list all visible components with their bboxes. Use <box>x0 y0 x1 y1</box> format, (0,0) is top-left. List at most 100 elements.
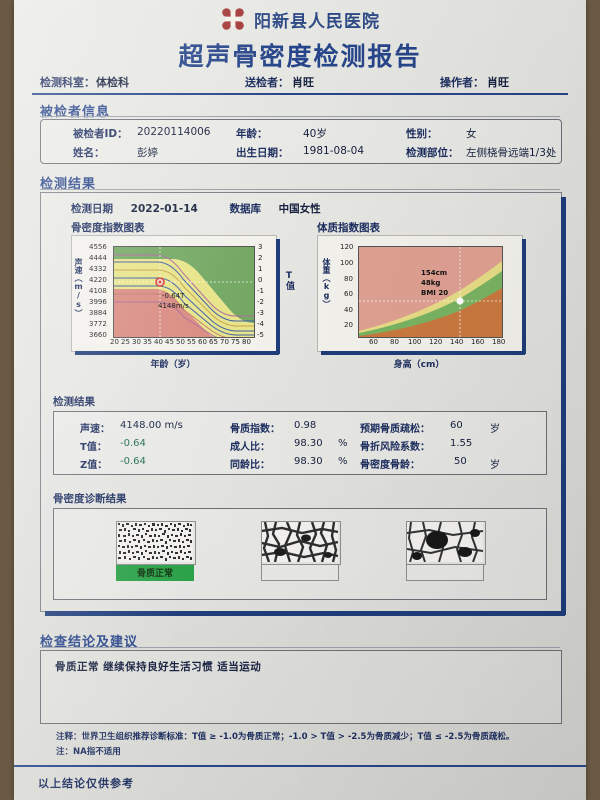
bmi-chart-caption: 体质指数图表 <box>317 222 380 234</box>
patient-name-label: 姓名： <box>73 147 105 159</box>
page-title: 超声骨密度检测报告 <box>178 42 422 71</box>
bone-texture-osteoporosis <box>406 521 486 565</box>
bmi-xtick: 140 <box>450 338 464 346</box>
bmi-marker-height: 154cm <box>421 269 448 277</box>
bone-caption-osteoporosis <box>406 565 484 581</box>
patient-id-label: 被检者ID： <box>73 128 128 140</box>
exam-meta-row: 检测日期 2022-01-14 数据库 中国女性 <box>71 201 321 216</box>
patient-id-value: 20220114006 <box>137 126 211 138</box>
footnote-na: 注：NA指不适用 <box>56 747 121 757</box>
bone-age-value: 50 <box>454 456 467 467</box>
exam-date-value: 2022-01-14 <box>130 203 198 215</box>
fracture-risk-value: 1.55 <box>450 438 473 449</box>
bmd-y2-axis-label: T值 <box>284 271 294 290</box>
sender-label: 送检者： <box>245 76 289 89</box>
sos-label: 声速： <box>80 424 110 435</box>
bmd-xtick: 70 <box>220 338 229 346</box>
bmd-ytick: 4108 <box>89 287 107 295</box>
sender-value: 肖旺 <box>292 76 314 89</box>
bmd-ytick: 3660 <box>89 331 107 339</box>
header-meta-row: 检测科室： 体检科 送检者： 肖旺 操作者： 肖旺 <box>40 74 560 92</box>
patient-section-rule <box>40 116 560 117</box>
bmi-marker-weight: 48kg <box>421 279 441 287</box>
bmi-ytick: 120 <box>340 243 354 251</box>
bmi-marker-bmi: BMI 20 <box>421 289 449 297</box>
bone-texture-normal <box>116 521 196 565</box>
hospital-identity: 阳新县人民医院 <box>220 6 380 32</box>
bmd-ytick: 4556 <box>89 243 107 251</box>
bmd-y2tick: 1 <box>258 265 263 273</box>
adult-ratio-label: 成人比： <box>230 442 270 453</box>
operator-label: 操作者： <box>440 76 484 89</box>
patient-info-box: 被检者ID： 20220114006 年龄： 40岁 性别： 女 姓名： 彭婷 … <box>40 119 562 164</box>
bmd-xtick: 40 <box>154 338 163 346</box>
bmd-xtick: 45 <box>165 338 174 346</box>
peer-ratio-label: 同龄比： <box>230 460 270 471</box>
measurements-title: 检测结果 <box>53 396 95 408</box>
expected-osteoporosis-value: 60 <box>450 420 463 431</box>
bmi-y-axis-label: 体重（kg） <box>322 258 331 308</box>
bmi-xtick: 100 <box>408 338 422 346</box>
bmi-chart-panel: 体重（kg） 120 100 80 60 40 20 154cm 48kg <box>317 235 526 355</box>
bmd-ytick: 3996 <box>89 298 107 306</box>
bmi-ytick: 80 <box>344 275 353 283</box>
bmd-xtick: 80 <box>242 338 251 346</box>
bmd-xtick: 30 <box>132 338 141 346</box>
bmd-marker-label-sos: 4148m/s <box>158 302 189 310</box>
bmd-xtick: 65 <box>209 338 218 346</box>
patient-gender-label: 性别： <box>406 128 438 140</box>
bmd-y2tick: 3 <box>258 243 263 251</box>
bmd-y2tick: -4 <box>257 320 264 328</box>
dept-value: 体检科 <box>96 76 129 89</box>
bone-image-osteopenia <box>261 521 341 581</box>
bmd-y2tick: -1 <box>257 287 264 295</box>
report-page: 阳新县人民医院 超声骨密度检测报告 检测科室： 体检科 送检者： 肖旺 操作者：… <box>14 0 586 800</box>
footer-divider <box>14 765 586 767</box>
t-value-value: -0.64 <box>120 438 146 449</box>
conclusion-box: 骨质正常 继续保持良好生活习惯 适当运动 <box>40 650 562 724</box>
patient-gender-value: 女 <box>466 128 477 140</box>
bmd-marker-label-t: -0.64T <box>162 292 185 300</box>
patient-name-value: 彭婷 <box>137 147 158 159</box>
bone-caption-normal: 骨质正常 <box>116 565 194 581</box>
patient-age-label: 年龄： <box>236 128 268 140</box>
patient-site-value: 左侧桡骨远端1/3处 <box>466 147 557 159</box>
bmi-ytick: 40 <box>344 306 353 314</box>
bone-quality-index-value: 0.98 <box>294 420 317 431</box>
bone-age-unit: 岁 <box>490 460 500 471</box>
patient-birth-value: 1981-08-04 <box>303 145 365 157</box>
bmd-xtick: 35 <box>143 338 152 346</box>
bmd-y-axis-label: 声速（m/s） <box>74 258 83 317</box>
exam-date-label: 检测日期 <box>71 203 113 215</box>
z-value-label: Z值： <box>80 460 108 471</box>
bmd-ytick: 3772 <box>89 320 107 328</box>
bmd-ytick: 4332 <box>89 265 107 273</box>
z-value-value: -0.64 <box>120 456 146 467</box>
bmd-chart-caption: 骨密度指数图表 <box>71 222 145 234</box>
measurements-box: 声速： 4148.00 m/s 骨质指数： 0.98 预期骨质疏松： 60 岁 … <box>53 411 547 475</box>
patient-site-label: 检测部位： <box>406 147 459 159</box>
database-label: 数据库 <box>229 203 261 215</box>
bmd-xtick: 60 <box>198 338 207 346</box>
results-section-rule <box>40 189 560 190</box>
patient-section-title: 被检者信息 <box>40 105 111 120</box>
report-header: 阳新县人民医院 超声骨密度检测报告 <box>14 6 586 73</box>
adult-ratio-value: 98.30 <box>294 438 323 449</box>
results-box: 检测日期 2022-01-14 数据库 中国女性 骨密度指数图表 声速（m/s）… <box>40 192 566 616</box>
bmi-xtick: 180 <box>492 338 506 346</box>
bmi-xtick: 120 <box>429 338 443 346</box>
bmd-xtick: 55 <box>187 338 196 346</box>
peer-ratio-unit: % <box>338 456 348 467</box>
bmd-chart-panel: 声速（m/s） 3660 3772 3884 3996 4108 4220 43… <box>71 235 280 355</box>
bmd-plot-area: -0.64T 4148m/s <box>113 246 255 338</box>
conclusion-section-title: 检查结论及建议 <box>40 635 139 650</box>
bmd-y2tick: -3 <box>257 309 264 317</box>
bmd-y2tick: -5 <box>257 331 264 339</box>
bone-image-osteoporosis <box>406 521 486 581</box>
t-value-label: T值： <box>80 442 107 453</box>
red-cross-icon <box>220 6 246 32</box>
bmd-xtick: 75 <box>231 338 240 346</box>
bmi-plot-area: 154cm 48kg BMI 20 <box>358 246 503 338</box>
bmd-xtick: 50 <box>176 338 185 346</box>
bmd-y2tick: 0 <box>258 276 263 284</box>
